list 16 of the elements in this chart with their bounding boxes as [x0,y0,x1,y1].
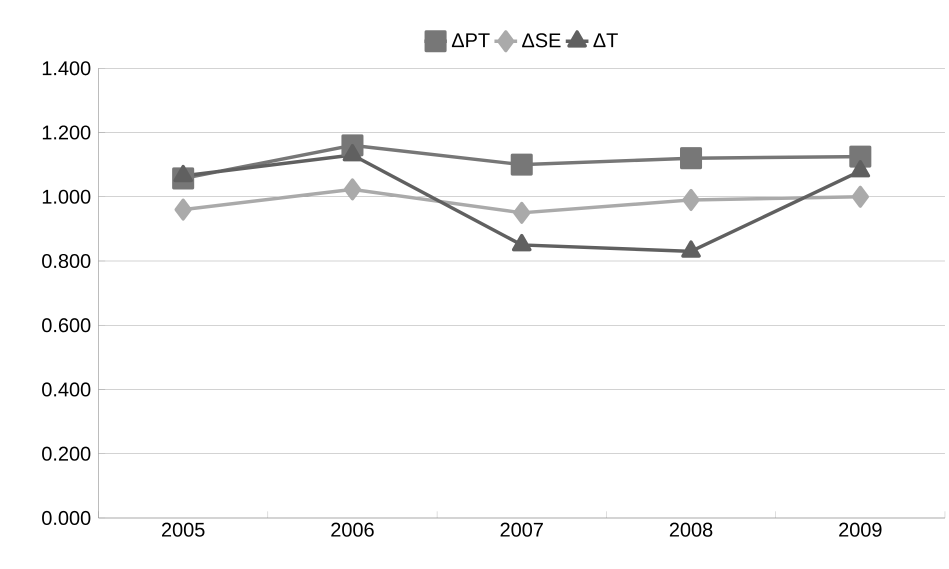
y-tick-label: 0.400 [42,382,90,396]
y-tick-label: 1.000 [42,190,90,204]
x-tick-label: 2009 [839,522,882,537]
y-tick-label: 1.400 [42,61,90,76]
y-tick-label: 0.000 [42,510,90,525]
x-tick-label: 2006 [331,522,374,537]
x-tick-label: 2008 [670,522,712,537]
y-tick-label: 0.600 [42,318,90,332]
x-tick-label: 2007 [500,522,543,537]
legend-label: ΔT [593,33,618,48]
x-tick-label: 2005 [162,522,204,537]
legend-label: ΔPT [452,33,490,48]
legend-label: ΔSE [522,33,561,48]
y-tick-label: 1.200 [42,125,90,140]
y-tick-label: 0.800 [42,254,90,268]
y-tick-label: 0.200 [42,446,90,461]
